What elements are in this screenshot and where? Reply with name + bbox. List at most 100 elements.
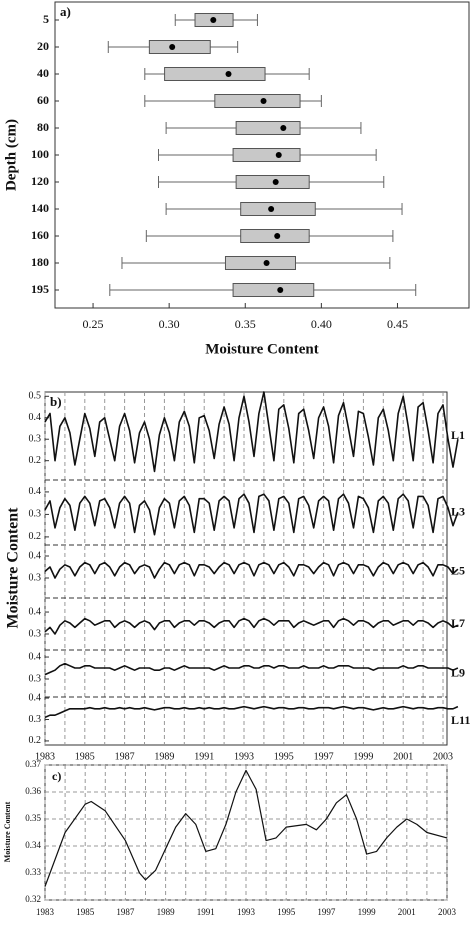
x-tick-label: 0.25 [83, 317, 104, 331]
y-tick-label: 0.2 [29, 531, 42, 542]
x-tick-label: 1997 [314, 751, 334, 762]
box [235, 175, 310, 189]
x-tick-label: 0.45 [387, 317, 408, 331]
series-label: L5 [451, 563, 465, 577]
mean-dot [274, 233, 281, 239]
data-line [44, 561, 459, 579]
y-tick-label: 120 [31, 174, 49, 188]
data-line [44, 705, 459, 719]
y-tick-label: 180 [31, 255, 49, 269]
series-label: L3 [451, 504, 465, 518]
x-tick-label: 1989 [157, 907, 176, 917]
y-tick-label: 140 [31, 201, 49, 215]
x-tick-label: 1985 [75, 751, 95, 762]
box [164, 67, 266, 81]
x-tick-label: 1985 [76, 907, 95, 917]
mean-dot [272, 179, 279, 185]
y-tick-label: 0.4 [29, 692, 42, 703]
x-tick-label: 0.30 [159, 317, 180, 331]
x-tick-label: 1991 [197, 907, 215, 917]
y-tick-label: 0.33 [25, 867, 41, 877]
box [148, 40, 211, 54]
x-tick-label: 1987 [116, 907, 135, 917]
x-tick-label: 1997 [317, 907, 336, 917]
mean-dot [263, 260, 270, 266]
x-tick-label: 2001 [393, 751, 413, 762]
x-tick-label: 1987 [115, 751, 135, 762]
y-tick-label: 0.37 [25, 759, 41, 769]
panel-label: b) [50, 394, 62, 409]
y-tick-label: 60 [37, 93, 49, 107]
mean-dot [275, 152, 282, 158]
x-tick-label: 1993 [237, 907, 256, 917]
y-tick-label: 100 [31, 147, 49, 161]
x-tick-label: 1989 [154, 751, 174, 762]
x-tick-label: 1995 [277, 907, 296, 917]
x-tick-label: 1991 [194, 751, 214, 762]
box [224, 256, 296, 270]
x-tick-label: 1999 [353, 751, 373, 762]
data-line [44, 493, 459, 536]
box [235, 121, 301, 135]
y-tick-label: 160 [31, 228, 49, 242]
y-tick-label: 0.3 [29, 628, 42, 639]
y-tick-label: 0.4 [29, 606, 42, 617]
series-label: L11 [451, 713, 470, 727]
mean-dot [277, 287, 284, 293]
y-tick-label: 0.3 [29, 673, 42, 684]
y-tick-label: 0.4 [29, 550, 42, 561]
y-tick-label: 20 [37, 39, 49, 53]
y-tick-label: 5 [43, 12, 49, 26]
data-line [44, 769, 448, 887]
y-tick-label: 0.35 [25, 813, 41, 823]
y-tick-label: 80 [37, 120, 49, 134]
mean-dot [210, 17, 217, 23]
panel-label: a) [60, 4, 71, 19]
y-tick-label: 0.34 [25, 840, 41, 850]
x-tick-label: 2003 [438, 907, 457, 917]
y-axis-label: Moisture Content [5, 507, 22, 629]
y-tick-label: 0.4 [29, 651, 42, 662]
y-tick-label: 0.4 [29, 486, 42, 497]
box [240, 202, 316, 216]
y-tick-label: 0.3 [29, 572, 42, 583]
series-label: L7 [451, 616, 465, 630]
mean-dot [268, 206, 275, 212]
y-tick-label: 0.36 [25, 786, 41, 796]
y-tick-label: 0.4 [29, 412, 42, 423]
y-tick-label: 195 [31, 282, 49, 296]
y-tick-label: 0.3 [29, 509, 42, 520]
mean-dot [225, 71, 232, 77]
x-tick-label: 1999 [358, 907, 377, 917]
y-tick-label: 0.32 [25, 894, 41, 904]
x-tick-label: 2003 [433, 751, 453, 762]
panel-b-frame [44, 391, 448, 746]
box [232, 283, 315, 297]
x-axis-label: Moisture Content [205, 341, 318, 357]
x-tick-label: 1983 [36, 907, 55, 917]
data-line [44, 662, 459, 676]
y-tick-label: 0.2 [29, 735, 42, 746]
x-tick-label: 2001 [398, 907, 416, 917]
x-tick-label: 1993 [234, 751, 254, 762]
box [232, 148, 301, 162]
data-line [44, 617, 459, 635]
x-tick-label: 1983 [35, 751, 55, 762]
y-axis-label: Moisture Content [3, 801, 12, 862]
mean-dot [280, 125, 287, 131]
mean-dot [260, 98, 267, 104]
box [214, 94, 301, 108]
y-tick-label: 0.3 [29, 434, 42, 445]
series-label: L1 [451, 428, 465, 442]
panel-label: c) [52, 769, 61, 783]
y-axis-label: Depth (cm) [3, 119, 19, 191]
y-tick-label: 0.2 [29, 455, 42, 466]
series-label: L9 [451, 665, 465, 679]
y-tick-label: 0.5 [29, 391, 42, 402]
y-tick-label: 40 [37, 66, 49, 80]
data-line [44, 391, 459, 473]
mean-dot [169, 44, 176, 50]
x-tick-label: 1995 [274, 751, 294, 762]
y-tick-label: 0.3 [29, 714, 42, 725]
